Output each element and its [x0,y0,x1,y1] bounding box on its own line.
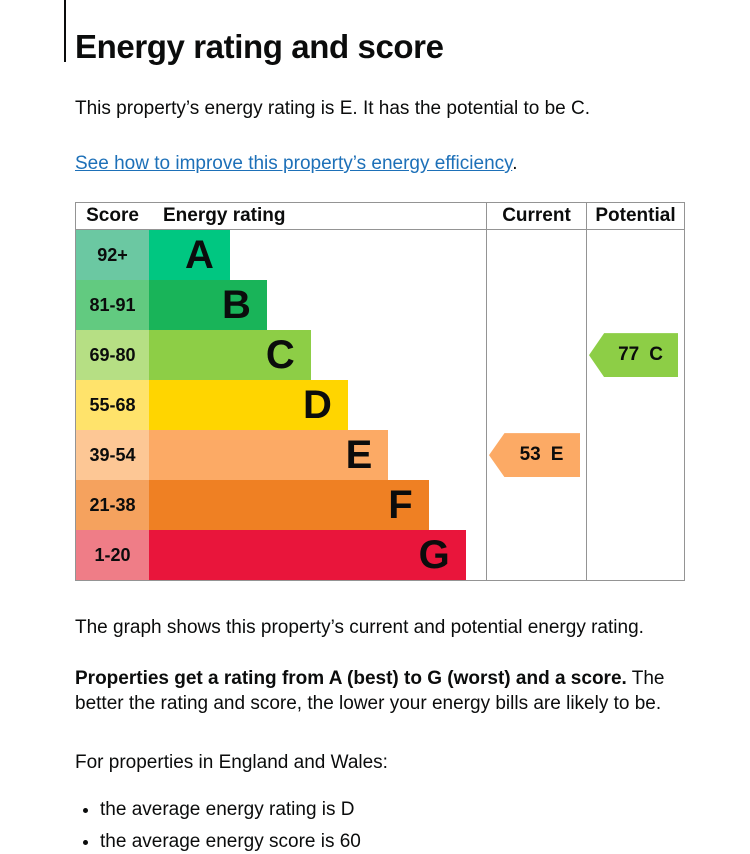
current-column-cell [486,530,586,581]
band-bar: F [149,480,429,531]
average-stats-list: the average energy rating is D the avera… [75,797,710,853]
current-column-cell [486,480,586,531]
energy-rating-chart: Score Energy rating Current Potential 92… [75,202,685,582]
rating-explanation-bold: Properties get a rating from A (best) to… [75,668,627,690]
header-score: Score [86,205,139,227]
band-score-label: 55-68 [76,380,149,431]
potential-rating-arrow: 77 C [589,333,678,378]
band-rating-cell: A [149,230,486,281]
page-title: Energy rating and score [75,28,444,65]
chart-header-row: Score Energy rating Current Potential [76,203,684,231]
region-heading: For properties in England and Wales: [75,752,388,774]
band-rating-cell: F [149,480,486,531]
list-item: the average energy rating is D [100,797,710,822]
band-bar: C [149,330,311,381]
band-letter: D [302,383,332,428]
band-rating-cell: D [149,380,486,431]
band-rating-cell: E [149,430,486,481]
band-bar: A [149,230,230,281]
header-energy-rating: Energy rating [163,205,286,227]
band-letter: F [388,483,413,528]
band-bar: E [149,430,389,481]
band-bar: B [149,280,267,331]
band-bar: G [149,530,466,581]
rating-explanation: Properties get a rating from A (best) to… [75,666,711,716]
current-column-cell [486,280,586,331]
header-potential: Potential [586,203,684,230]
band-score-label: 1-20 [76,530,149,581]
potential-column-cell [586,280,684,331]
band-letter: B [222,283,251,328]
band-score-label: 39-54 [76,430,149,481]
band-row-d: 55-68 D [76,380,684,431]
potential-column-cell: 77 C [586,330,684,381]
band-rating-cell: B [149,280,486,331]
band-row-b: 81-91 B [76,280,684,331]
band-letter: E [345,433,373,478]
link-suffix: . [512,153,518,175]
intro-text: This property’s energy rating is E. It h… [75,98,591,119]
band-row-f: 21-38 F [76,480,684,531]
potential-column-cell [586,480,684,531]
arrow-value: 77 [618,344,640,366]
list-item: the average energy score is 60 [100,829,710,854]
current-column-cell: 53 E [486,430,586,481]
arrow-band-letter: C [649,344,663,366]
band-row-a: 92+ A [76,230,684,281]
band-row-g: 1-20 G [76,530,684,581]
band-letter: A [184,233,214,278]
band-score-label: 21-38 [76,480,149,531]
current-column-cell [486,380,586,431]
band-score-label: 69-80 [76,330,149,381]
potential-column-cell [586,230,684,281]
band-row-c: 69-80 C 77 C [76,330,684,381]
potential-column-cell [586,380,684,431]
band-rating-cell: C [149,330,486,381]
arrow-value: 53 [519,444,541,466]
current-column-cell [486,330,586,381]
current-column-cell [486,230,586,281]
band-bar: D [149,380,348,431]
arrow-band-letter: E [550,444,564,466]
band-score-label: 92+ [76,230,149,281]
potential-column-cell [586,430,684,481]
band-letter: C [265,333,295,378]
improve-efficiency-link[interactable]: See how to improve this property’s energ… [75,153,513,175]
band-score-label: 81-91 [76,280,149,331]
header-current: Current [486,203,586,230]
band-rating-cell: G [149,530,486,581]
current-rating-arrow: 53 E [489,433,580,478]
improve-link-line: See how to improve this property’s energ… [75,151,710,176]
epc-band-rows: 92+ A 81-91 B 69-80 C 77 C 55-68 D 39-54 E 53 E 21-38 F… [76,230,684,581]
band-row-e: 39-54 E 53 E [76,430,684,481]
rating-explanation-rest: The better the rating and score, the low… [75,668,665,715]
band-letter: G [418,533,450,578]
chart-caption: The graph shows this property’s current … [75,617,644,639]
potential-column-cell [586,530,684,581]
decorative-vertical-line [64,0,66,62]
